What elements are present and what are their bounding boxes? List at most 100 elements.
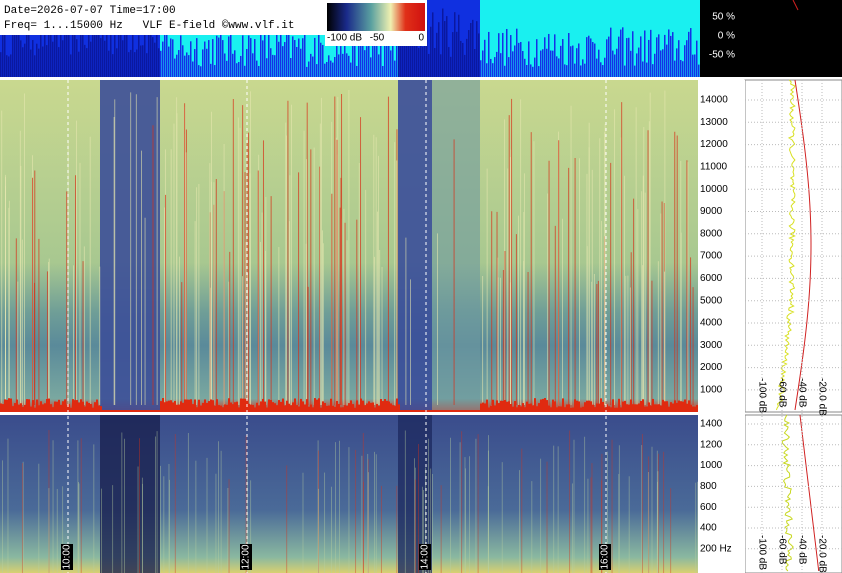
- wave-spike: [670, 35, 672, 77]
- floor-noise: [594, 407, 596, 412]
- wave-spike: [642, 61, 644, 77]
- floor-noise: [456, 410, 458, 412]
- wave-spike: [314, 37, 316, 77]
- wave-spike: [10, 54, 12, 77]
- wave-spike: [182, 45, 184, 77]
- wave-spike: [560, 45, 562, 77]
- wave-spike: [196, 38, 198, 77]
- wave-spike: [246, 48, 248, 77]
- floor-noise: [346, 405, 348, 412]
- floor-noise: [482, 402, 484, 412]
- wave-spike: [232, 53, 234, 77]
- freq-line: Freq= 1...15000 Hz VLF E-field ©www.vlf.…: [4, 20, 294, 32]
- floor-noise: [88, 403, 90, 412]
- wave-spike: [336, 38, 338, 77]
- wave-spike: [122, 40, 124, 77]
- floor-noise: [318, 398, 320, 412]
- floor-noise: [324, 402, 326, 412]
- wave-spike: [132, 29, 134, 77]
- floor-noise: [48, 398, 50, 412]
- wave-spike: [164, 31, 166, 77]
- wave-spike: [596, 58, 598, 77]
- floor-noise: [160, 401, 162, 412]
- time-gridlines: [67, 80, 607, 573]
- wave-spike: [174, 58, 176, 77]
- quiet-band: [398, 80, 432, 412]
- floor-noise: [278, 400, 280, 412]
- floor-noise: [68, 404, 70, 412]
- floor-noise: [178, 404, 180, 412]
- wave-spike: [258, 65, 260, 77]
- zoom-tick-label: 200 Hz: [700, 543, 732, 554]
- floor-noise: [370, 402, 372, 412]
- wave-spike: [676, 48, 678, 77]
- floor-noise: [100, 406, 102, 412]
- floor-noise: [522, 403, 524, 412]
- level-curve: [792, 0, 799, 11]
- wave-spike: [608, 36, 610, 77]
- floor-noise: [488, 407, 490, 412]
- wave-spike: [376, 34, 378, 77]
- floor-noise: [356, 400, 358, 412]
- wave-spike: [302, 38, 304, 77]
- wave-spike: [628, 37, 630, 77]
- wave-spike: [238, 62, 240, 77]
- floor-noise: [682, 401, 684, 412]
- wave-spike: [470, 22, 472, 77]
- wave-spike: [166, 27, 168, 78]
- wave-spike: [512, 51, 514, 77]
- wave-spike: [186, 52, 188, 77]
- wave-spike: [522, 51, 524, 77]
- floor-noise: [44, 403, 46, 412]
- wave-spike: [488, 31, 490, 78]
- zoom-tick-label: 1000: [700, 460, 723, 471]
- wave-spike: [274, 55, 276, 77]
- freq-tick-label: 12000: [700, 139, 728, 150]
- floor-noise: [28, 399, 30, 412]
- wave-spike: [530, 64, 532, 77]
- zoom-tick-label: 400: [700, 523, 717, 534]
- floor-noise: [362, 400, 364, 412]
- floor-noise: [42, 404, 44, 412]
- floor-noise: [40, 401, 42, 412]
- floor-noise: [30, 406, 32, 412]
- time-label-bg: [599, 544, 611, 570]
- floor-noise: [210, 399, 212, 412]
- wave-spike: [448, 47, 450, 77]
- wave-spike: [668, 29, 670, 77]
- floor-noise: [408, 410, 410, 412]
- wave-spike: [392, 41, 394, 77]
- floor-noise: [350, 400, 352, 412]
- wave-spike: [602, 65, 604, 77]
- floor-noise: [576, 400, 578, 412]
- wave-spike: [358, 36, 360, 77]
- floor-noise: [386, 400, 388, 412]
- wave-spike: [144, 28, 146, 77]
- floor-noise: [172, 402, 174, 412]
- floor-noise: [624, 400, 626, 412]
- floor-noise: [378, 406, 380, 412]
- floor-noise: [630, 399, 632, 412]
- wave-spike: [72, 10, 74, 77]
- floor-noise: [52, 407, 54, 412]
- floor-noise: [426, 410, 428, 412]
- wave-spike: [134, 52, 136, 77]
- zoom-tick-label: 800: [700, 481, 717, 492]
- floor-noise: [280, 401, 282, 412]
- floor-noise: [126, 410, 128, 412]
- floor-noise: [38, 405, 40, 412]
- floor-noise: [516, 407, 518, 412]
- freq-tick-label: 1000: [700, 385, 723, 396]
- wave-spike: [80, 22, 82, 77]
- floor-noise: [320, 407, 322, 412]
- freq-tick-label: 9000: [700, 206, 723, 217]
- floor-noise: [530, 403, 532, 412]
- freq-tick-label: 2000: [700, 362, 723, 373]
- floor-noise: [264, 401, 266, 412]
- wave-spike: [644, 30, 646, 77]
- wave-spike: [698, 64, 700, 77]
- wave-spike: [490, 58, 492, 77]
- wave-spike: [494, 57, 496, 77]
- floor-noise: [46, 398, 48, 412]
- floor-noise: [464, 410, 466, 412]
